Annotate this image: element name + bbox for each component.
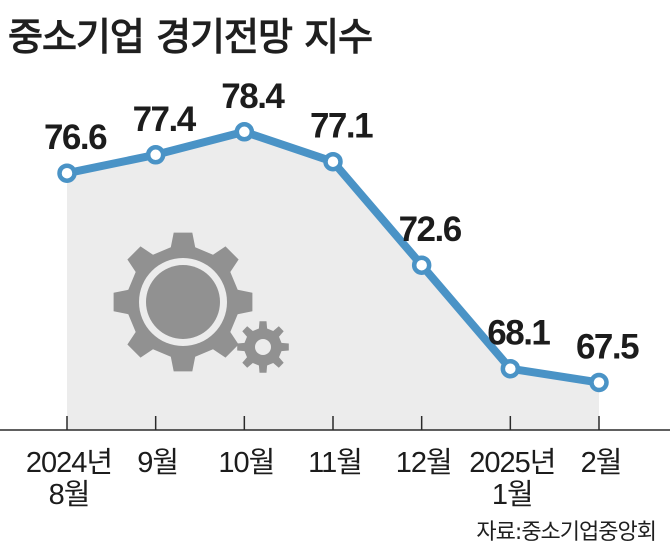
x-tick-label: 11월 xyxy=(308,446,362,479)
x-tick-label: 2월 xyxy=(581,446,622,479)
source-note: 자료:중소기업중앙회 xyxy=(476,520,657,545)
x-tick-label: 10월 xyxy=(218,446,274,479)
data-point xyxy=(500,358,521,379)
data-point xyxy=(234,122,255,142)
data-label: 78.4 xyxy=(221,77,285,116)
data-label: 77.1 xyxy=(310,107,373,146)
area-fill xyxy=(67,131,599,431)
data-point xyxy=(57,163,77,183)
data-label: 76.6 xyxy=(44,118,107,157)
chart-title: 중소기업 경기전망 지수 xyxy=(8,15,373,59)
data-label: 77.4 xyxy=(133,100,197,139)
data-label: 72.6 xyxy=(399,210,462,249)
x-tick-label: 9월 xyxy=(137,446,178,479)
data-point xyxy=(323,151,343,172)
x-tick-label: 12월 xyxy=(396,446,452,479)
data-label: 67.5 xyxy=(576,328,639,367)
data-label: 68.1 xyxy=(487,314,550,353)
x-tick-label: 1월 xyxy=(492,478,533,511)
x-tick-label: 2024년 xyxy=(26,447,112,479)
x-tick-label: 2025년 xyxy=(469,447,555,479)
data-point xyxy=(589,372,609,393)
x-tick-label: 8월 xyxy=(49,478,90,511)
data-point xyxy=(411,255,432,275)
data-point xyxy=(145,145,166,165)
gears-icon xyxy=(113,232,289,373)
